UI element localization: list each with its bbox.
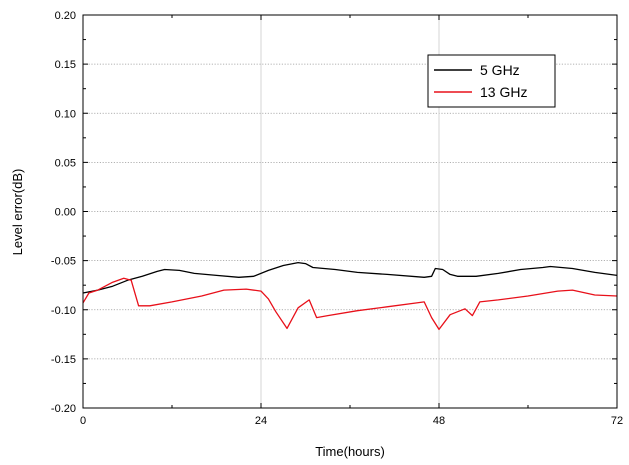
plot-lines — [82, 261, 618, 331]
x-tick-label: 0 — [80, 415, 86, 427]
y-tick-label: 0.05 — [55, 157, 76, 169]
grid — [83, 15, 617, 408]
y-tick-label: 0.10 — [55, 108, 76, 120]
ticks: -0.20 -0.15 -0.10 -0.05 0.00 0.05 0.10 0.15 0.20… — [51, 10, 623, 427]
y-tick-label: -0.20 — [51, 403, 76, 415]
legend-box — [427, 54, 556, 108]
x-axis-label: Time(hours) — [315, 444, 385, 459]
y-tick-label: 0.20 — [55, 10, 76, 22]
series-line-13ghz — [82, 277, 618, 331]
y-axis-label: Level error(dB) — [10, 169, 25, 256]
y-tick-label: -0.10 — [51, 305, 76, 317]
x-tick-label: 48 — [433, 415, 445, 427]
legend-label-13ghz: 13 GHz — [480, 84, 527, 100]
legend-label-5ghz: 5 GHz — [480, 62, 520, 78]
y-tick-label: -0.15 — [51, 354, 76, 366]
x-tick-label: 72 — [611, 415, 623, 427]
legend: 5 GHz 13 GHz — [427, 54, 556, 108]
series-line-5ghz — [82, 261, 618, 294]
y-tick-label: 0.15 — [55, 59, 76, 71]
x-tick-label: 24 — [255, 415, 267, 427]
y-tick-label: -0.05 — [51, 256, 76, 268]
y-tick-label: 0.00 — [55, 207, 76, 219]
